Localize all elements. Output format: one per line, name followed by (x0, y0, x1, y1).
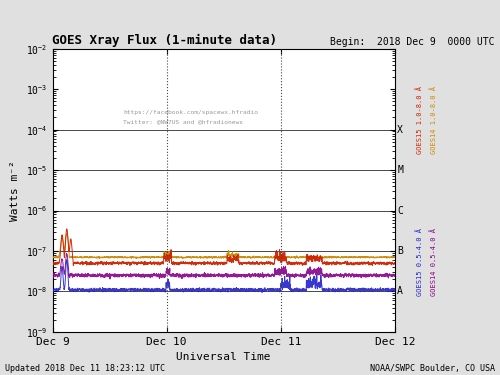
Text: M: M (398, 165, 403, 175)
Y-axis label: Watts m⁻²: Watts m⁻² (10, 160, 20, 220)
Text: GOES15 0.5-4.0 Å: GOES15 0.5-4.0 Å (416, 228, 424, 297)
Text: GOES Xray Flux (1-minute data): GOES Xray Flux (1-minute data) (52, 34, 278, 47)
Text: Twitter: @NW7US and @hfradionews: Twitter: @NW7US and @hfradionews (124, 120, 244, 125)
Text: X: X (398, 124, 403, 135)
Text: C: C (398, 206, 403, 216)
Text: B: B (398, 246, 403, 256)
Text: GOES14 0.5-4.0 Å: GOES14 0.5-4.0 Å (430, 228, 438, 297)
Text: Begin:  2018 Dec 9  0000 UTC: Begin: 2018 Dec 9 0000 UTC (330, 37, 495, 47)
X-axis label: Universal Time: Universal Time (176, 352, 271, 362)
Text: Updated 2018 Dec 11 18:23:12 UTC: Updated 2018 Dec 11 18:23:12 UTC (5, 364, 165, 373)
Text: A: A (398, 286, 403, 296)
Text: GOES14 1.0-8.0 Å: GOES14 1.0-8.0 Å (430, 86, 438, 154)
Text: https://facebook.com/spacewx.hfradio: https://facebook.com/spacewx.hfradio (124, 110, 258, 114)
Text: NOAA/SWPC Boulder, CO USA: NOAA/SWPC Boulder, CO USA (370, 364, 495, 373)
Text: GOES15 1.0-8.0 Å: GOES15 1.0-8.0 Å (416, 86, 424, 154)
